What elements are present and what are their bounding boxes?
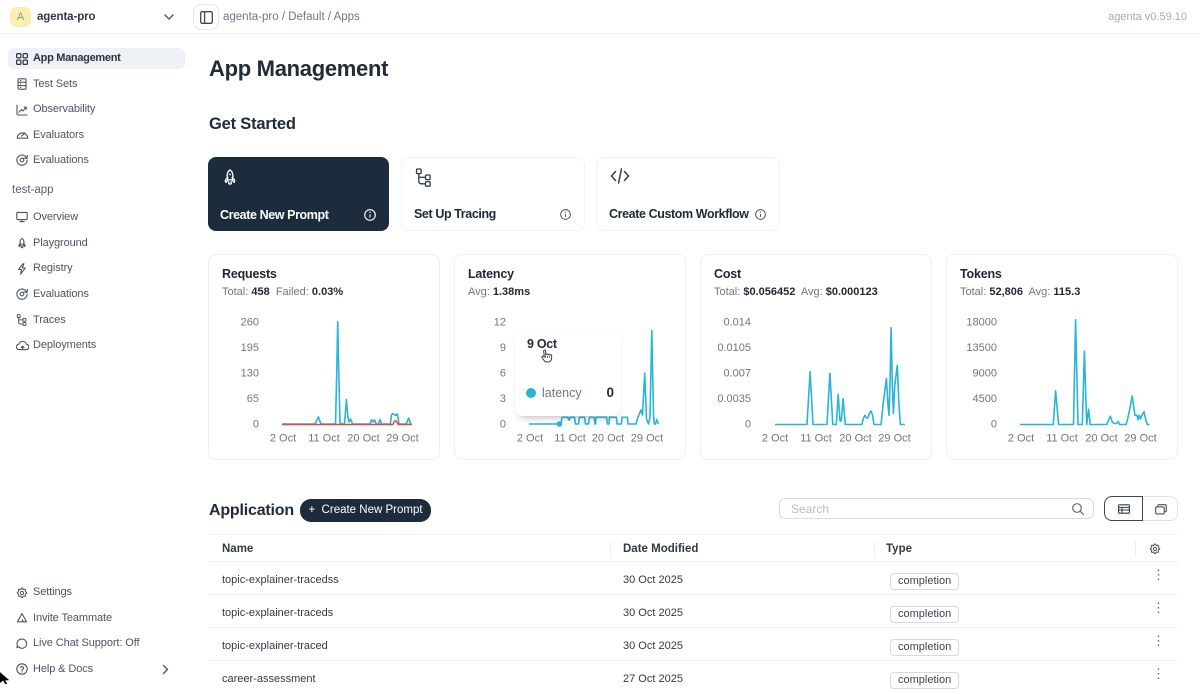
svg-text:11 Oct: 11 Oct <box>554 433 586 445</box>
svg-text:2 Oct: 2 Oct <box>1008 433 1034 445</box>
svg-text:29 Oct: 29 Oct <box>386 433 418 445</box>
svg-text:65: 65 <box>247 393 259 405</box>
svg-text:0.007: 0.007 <box>723 368 751 380</box>
svg-text:29 Oct: 29 Oct <box>631 433 663 445</box>
svg-text:0.0105: 0.0105 <box>717 342 751 354</box>
svg-text:0: 0 <box>991 419 997 431</box>
svg-text:2 Oct: 2 Oct <box>270 433 296 445</box>
svg-text:130: 130 <box>241 368 259 380</box>
svg-text:11 Oct: 11 Oct <box>1046 433 1078 445</box>
svg-text:9: 9 <box>500 342 506 354</box>
svg-text:4500: 4500 <box>973 393 997 405</box>
svg-text:2 Oct: 2 Oct <box>762 433 788 445</box>
svg-text:0: 0 <box>253 419 259 431</box>
svg-text:20 Oct: 20 Oct <box>347 433 379 445</box>
svg-text:9000: 9000 <box>973 368 997 380</box>
svg-text:12: 12 <box>494 317 506 329</box>
svg-text:20 Oct: 20 Oct <box>592 433 624 445</box>
svg-text:29 Oct: 29 Oct <box>878 433 910 445</box>
svg-text:0.0035: 0.0035 <box>717 393 751 405</box>
svg-text:29 Oct: 29 Oct <box>1124 433 1156 445</box>
svg-text:18000: 18000 <box>966 317 997 329</box>
svg-text:6: 6 <box>500 368 506 380</box>
svg-text:0.014: 0.014 <box>723 317 751 329</box>
svg-text:2 Oct: 2 Oct <box>517 433 543 445</box>
svg-text:11 Oct: 11 Oct <box>308 433 340 445</box>
svg-text:13500: 13500 <box>966 342 997 354</box>
svg-text:195: 195 <box>241 342 259 354</box>
svg-text:20 Oct: 20 Oct <box>1085 433 1117 445</box>
svg-text:0: 0 <box>500 419 506 431</box>
svg-text:11 Oct: 11 Oct <box>800 433 832 445</box>
svg-text:260: 260 <box>241 317 259 329</box>
svg-text:3: 3 <box>500 393 506 405</box>
svg-text:0: 0 <box>745 419 751 431</box>
svg-text:20 Oct: 20 Oct <box>839 433 871 445</box>
